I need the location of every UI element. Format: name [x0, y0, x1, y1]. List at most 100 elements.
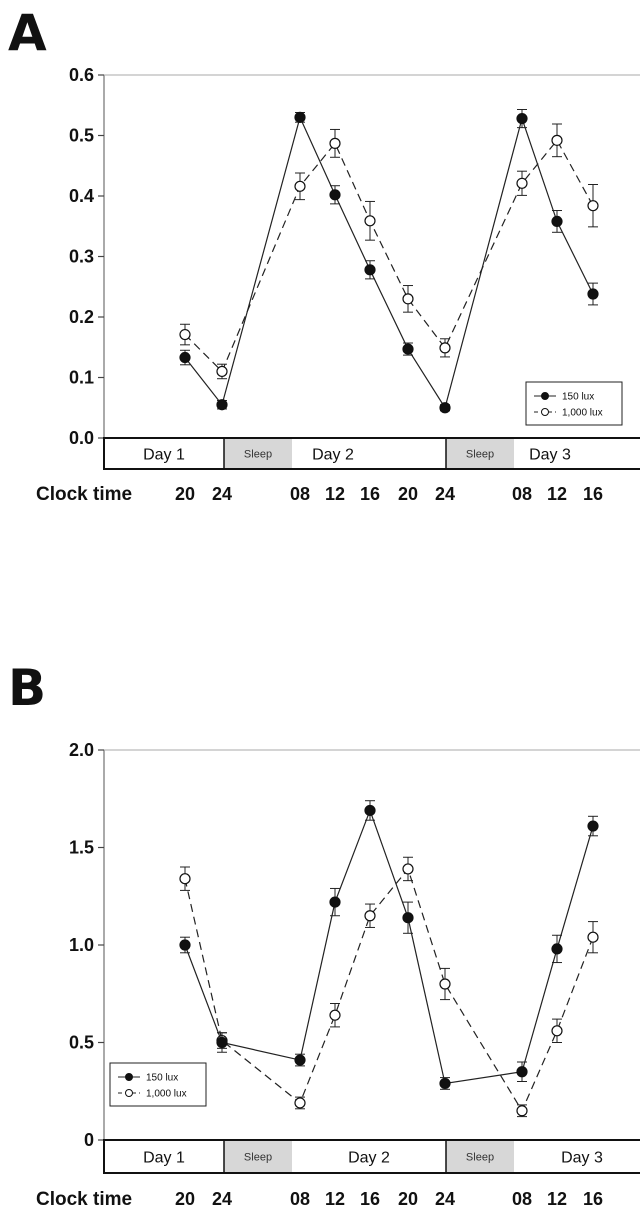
pa-x-axis-label: Clock time	[36, 484, 132, 505]
pa-y-tick-label: 0.4	[69, 186, 94, 206]
pb-x-tick-label: 08	[290, 1189, 310, 1209]
pb-legend-label: 150 lux	[146, 1073, 178, 1084]
pb-x-tick-label: 12	[325, 1189, 345, 1209]
pb-x-tick-label: 20	[398, 1189, 418, 1209]
pa-data-point	[364, 264, 376, 276]
pa-day-label: Day 1	[143, 447, 185, 464]
panel-letter-b: B	[8, 659, 46, 717]
pb-data-point	[179, 939, 191, 951]
pb-data-point	[551, 1025, 563, 1037]
pa-data-point	[329, 189, 341, 201]
pb-data-point	[179, 873, 191, 885]
pa-data-point	[516, 112, 528, 125]
pa-data-point	[587, 200, 599, 212]
pb-data-point	[294, 1054, 306, 1066]
chart-panel-a: 0.0 0.1 0.2 0.3 0.4 0.5 0.6 Sleep Sleep Day 1 Day …	[36, 65, 640, 505]
pb-data-point	[587, 931, 599, 943]
pb-x-tick-label: 12	[547, 1189, 567, 1209]
pa-x-tick-label: 12	[325, 484, 345, 504]
pb-y-tick-label: 1.0	[69, 935, 94, 955]
pb-y-tick-label: 2.0	[69, 740, 94, 760]
pb-legend-box	[109, 1062, 207, 1107]
pa-data-point	[364, 215, 376, 227]
pa-data-point	[587, 288, 599, 300]
pa-x-tick-label: 16	[360, 484, 380, 504]
pa-legend-marker	[541, 408, 549, 416]
pa-data-point	[551, 134, 563, 146]
pb-series-line-solid	[184, 808, 594, 1085]
pb-x-tick-label: 16	[360, 1189, 380, 1209]
pa-x-tick-label: 24	[435, 484, 455, 504]
pb-data-point	[402, 912, 414, 924]
pb-x-tick-label: 24	[435, 1189, 455, 1209]
panel-letter-a: A	[8, 4, 47, 62]
pb-legend-marker	[125, 1089, 133, 1097]
pb-sleep-band	[224, 1141, 292, 1172]
pb-sleep-label: Sleep	[466, 1152, 494, 1164]
pb-data-point	[364, 910, 376, 922]
pb-data-point	[329, 896, 341, 908]
pa-x-tick-label: 08	[512, 484, 532, 504]
pb-x-tick-label: 20	[175, 1189, 195, 1209]
pb-data-point	[587, 820, 599, 832]
pa-data-point	[551, 215, 563, 228]
pb-data-point	[439, 1077, 451, 1090]
chart-panel-b: 0 0.5 1.0 1.5 2.0 Sleep Sleep Day 1 Day 2 Day 3 Cl…	[36, 740, 640, 1210]
pa-y-tick-label: 0.5	[69, 126, 94, 146]
pa-x-tick-label: 08	[290, 484, 310, 504]
pa-x-tick-label: 20	[398, 484, 418, 504]
pa-data-point	[516, 177, 528, 189]
pb-data-point	[364, 804, 376, 817]
pa-data-point	[179, 328, 191, 341]
pa-y-tick-label: 0.1	[69, 368, 94, 388]
pa-x-tick-label: 24	[212, 484, 232, 504]
pa-x-tick-label: 16	[583, 484, 603, 504]
pb-y-tick-label: 0	[84, 1130, 94, 1150]
pa-data-point	[216, 399, 228, 411]
pb-sleep-label: Sleep	[244, 1152, 272, 1164]
pb-day-label: Day 1	[143, 1150, 185, 1167]
pb-data-point	[216, 1036, 228, 1049]
pa-data-point	[294, 180, 306, 192]
pb-day-label: Day 2	[348, 1150, 390, 1167]
pb-series-line-dashed	[184, 867, 594, 1113]
pa-series-line-dashed	[184, 139, 594, 373]
pa-x-tick-label: 12	[547, 484, 567, 504]
pa-day-bar	[103, 437, 640, 470]
pb-sleep-band	[446, 1141, 514, 1172]
pb-x-tick-label: 16	[583, 1189, 603, 1209]
pa-series-line-solid	[184, 115, 594, 410]
pa-data-point	[329, 137, 341, 149]
pa-y-tick-label: 0.3	[69, 247, 94, 267]
pb-y-tick-label: 1.5	[69, 838, 94, 858]
pa-y-tick-label: 0.6	[69, 65, 94, 85]
pa-x-tick-label: 20	[175, 484, 195, 504]
pa-data-point	[216, 365, 228, 378]
pb-data-point	[294, 1097, 306, 1109]
pa-data-point	[439, 342, 451, 354]
pa-data-point	[402, 343, 414, 355]
pb-x-tick-label: 08	[512, 1189, 532, 1209]
pa-legend-marker	[541, 392, 549, 400]
pb-data-point	[516, 1105, 528, 1117]
pa-day-label: Day 3	[529, 447, 571, 464]
pb-x-tick-label: 24	[212, 1189, 232, 1209]
pa-legend-box	[525, 381, 623, 426]
pb-data-point	[551, 943, 563, 955]
pb-data-point	[516, 1066, 528, 1078]
pa-sleep-band	[446, 439, 514, 468]
pb-x-axis-label: Clock time	[36, 1189, 132, 1210]
pa-sleep-band	[224, 439, 292, 468]
pa-legend-label: 1,000 lux	[562, 408, 603, 419]
pb-legend-label: 1,000 lux	[146, 1089, 187, 1100]
pa-day-label: Day 2	[312, 447, 354, 464]
pa-data-point	[294, 111, 306, 123]
pb-data-point	[329, 1009, 341, 1021]
pa-sleep-label: Sleep	[466, 449, 494, 461]
pa-data-point	[402, 293, 414, 305]
pb-data-point	[439, 978, 451, 990]
pa-sleep-label: Sleep	[244, 449, 272, 461]
pa-legend-label: 150 lux	[562, 392, 594, 403]
pb-legend-marker	[125, 1073, 133, 1081]
